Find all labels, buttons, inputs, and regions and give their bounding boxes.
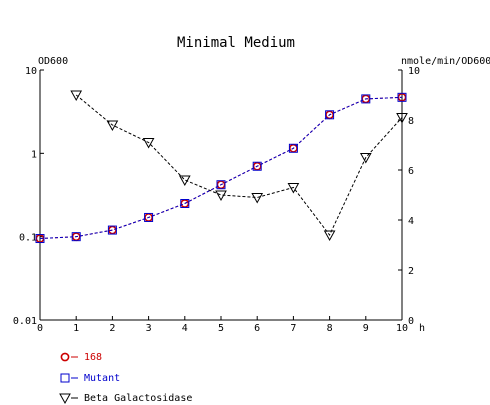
data-point [323, 230, 336, 242]
x-tick-label: 9 [363, 323, 369, 334]
x-tick-label: 1 [73, 323, 79, 334]
y-right-axis-label: nmole/min/OD600 [401, 56, 490, 67]
y-left-tick-label: 10 [25, 66, 37, 77]
data-point [106, 120, 119, 132]
y-left-tick-label: 1 [31, 149, 37, 160]
x-tick-label: 3 [146, 323, 152, 334]
x-tick-label: 4 [182, 323, 188, 334]
y-right-tick-label: 8 [408, 116, 414, 127]
x-tick-label: 7 [290, 323, 296, 334]
data-point [216, 180, 226, 190]
legend-marker [59, 393, 71, 405]
data-point [107, 225, 117, 235]
y-right-tick-label: 4 [408, 216, 414, 227]
data-point [361, 94, 371, 104]
y-right-tick-label: 10 [408, 66, 420, 77]
y-left-ticks: 10 1 0.1 0.01 [13, 66, 44, 327]
x-tick-label: 0 [37, 323, 43, 334]
x-axis-unit: h [419, 323, 425, 334]
series-line [39, 96, 403, 240]
legend-label: 168 [84, 352, 102, 363]
x-ticks: 0 1 2 3 4 5 6 7 8 9 10 [37, 316, 408, 334]
data-point [396, 113, 408, 124]
data-point [180, 199, 190, 209]
chart-title: Minimal Medium [177, 35, 295, 51]
series-1 [35, 92, 407, 244]
legend-item: 168 [60, 352, 102, 363]
data-point [251, 193, 264, 204]
y-right-tick-label: 6 [408, 166, 414, 177]
data-point [71, 232, 81, 242]
data-point [252, 161, 262, 171]
data-point [142, 138, 155, 149]
legend-item: Mutant [60, 373, 120, 384]
x-tick-label: 5 [218, 323, 224, 334]
legend-marker [60, 373, 70, 383]
y-right-tick-label: 2 [408, 266, 414, 277]
y-left-axis-label: OD600 [38, 56, 68, 67]
y-left-tick-label: 0.01 [13, 316, 37, 327]
series-2 [70, 90, 408, 242]
data-point [144, 212, 154, 222]
y-right-ticks: 10 8 6 4 2 0 [398, 66, 420, 327]
series-layer [35, 90, 408, 244]
legend: 168 Mutant Beta Galactosidase [59, 352, 192, 405]
data-point [35, 234, 45, 244]
x-tick-label: 6 [254, 323, 260, 334]
y-right-tick-label: 0 [408, 316, 414, 327]
y-left-tick-label: 0.1 [19, 233, 37, 244]
series-line [39, 96, 403, 240]
x-tick-label: 10 [396, 323, 408, 334]
data-point [397, 92, 407, 102]
legend-label: Beta Galactosidase [84, 393, 192, 404]
series-0 [35, 92, 407, 243]
data-point [287, 183, 300, 194]
data-point [178, 175, 191, 187]
x-tick-label: 8 [327, 323, 333, 334]
legend-marker [60, 352, 70, 362]
series-line [75, 94, 403, 236]
x-tick-label: 2 [109, 323, 115, 334]
data-point [288, 143, 298, 153]
data-point [215, 190, 227, 202]
data-point [325, 110, 335, 120]
legend-label: Mutant [84, 373, 120, 384]
data-point [359, 153, 372, 164]
data-point [70, 90, 83, 102]
legend-item: Beta Galactosidase [59, 393, 192, 405]
